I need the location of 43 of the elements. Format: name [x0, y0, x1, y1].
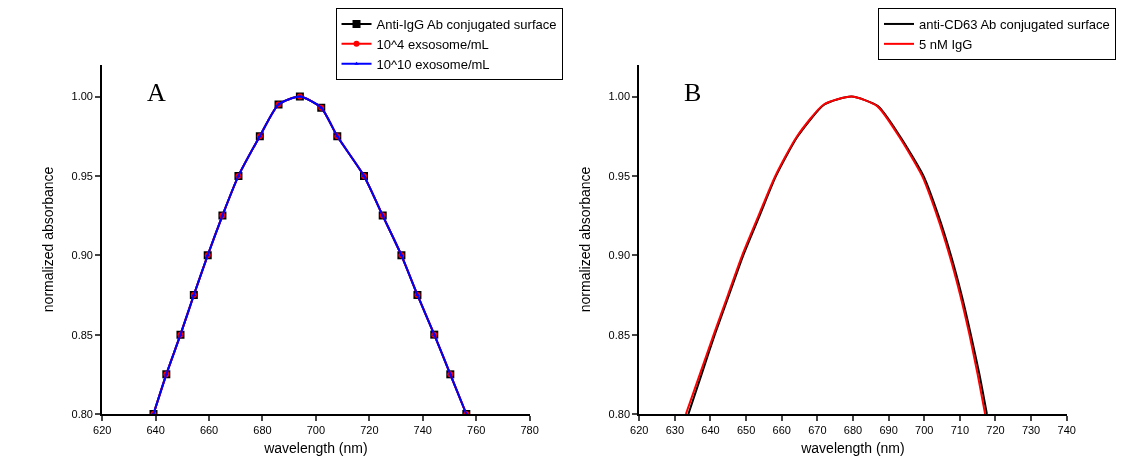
- annotation: B: [684, 78, 702, 107]
- x-axis-title: wavelength (nm): [263, 440, 368, 456]
- legend-label: anti-CD63 Ab conjugated surface: [919, 17, 1110, 33]
- annotation: A: [147, 78, 166, 107]
- x-tick-label: 680: [843, 424, 863, 437]
- x-tick-label: 630: [665, 424, 685, 437]
- x-tick-label: 640: [701, 424, 720, 437]
- y-tick-label: 0.80: [608, 407, 631, 420]
- x-tick-label: 660: [199, 424, 219, 437]
- x-tick-label: 620: [630, 424, 649, 437]
- x-tick-label: 730: [1021, 424, 1041, 437]
- legend-label: Anti-IgG Ab conjugated surface: [376, 17, 557, 33]
- y-tick-label: 0.80: [71, 407, 93, 420]
- x-tick-label: 650: [736, 424, 756, 437]
- x-tick-label: 700: [915, 424, 934, 437]
- y-axis-title: normalized absorbance: [576, 166, 593, 313]
- x-tick-label: 740: [1057, 424, 1076, 437]
- x-tick-label: 760: [467, 424, 486, 437]
- legend-label: 10^4 exsosome/mL: [376, 36, 489, 52]
- x-tick-label: 670: [808, 424, 827, 437]
- x-tick-label: 740: [413, 424, 432, 437]
- x-tick-label: 700: [306, 424, 326, 437]
- x-tick-label: 710: [950, 424, 969, 437]
- x-tick-label: 780: [520, 424, 539, 437]
- legend-label: 10^10 exosome/mL: [376, 56, 490, 72]
- y-tick-label: 0.95: [608, 169, 631, 182]
- y-tick-label: 0.85: [608, 328, 631, 341]
- x-tick-label: 690: [879, 424, 898, 437]
- x-axis-title: wavelength (nm): [800, 440, 905, 456]
- y-tick-label: 0.85: [71, 328, 93, 341]
- x-tick-label: 720: [360, 424, 379, 437]
- y-tick-label: 1.00: [608, 90, 631, 103]
- y-tick-label: 0.90: [71, 249, 93, 262]
- legend-label: 5 nM IgG: [919, 36, 973, 52]
- y-tick-label: 0.90: [608, 249, 631, 262]
- x-tick-label: 660: [772, 424, 791, 437]
- x-tick-label: 720: [986, 424, 1005, 437]
- x-tick-label: 620: [93, 424, 112, 437]
- y-axis-title: normalized absorbance: [39, 166, 56, 313]
- y-tick-label: 1.00: [71, 90, 93, 103]
- x-tick-label: 680: [253, 424, 272, 437]
- y-tick-label: 0.95: [71, 169, 93, 182]
- x-tick-label: 640: [146, 424, 165, 437]
